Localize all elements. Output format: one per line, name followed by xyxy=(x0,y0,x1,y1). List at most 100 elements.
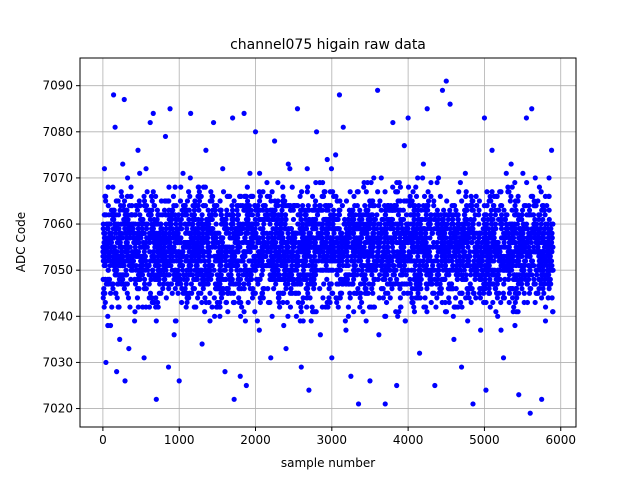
data-point-density xyxy=(256,249,262,255)
data-point-density xyxy=(202,309,208,315)
data-point-density xyxy=(517,230,523,236)
data-point-density xyxy=(323,235,330,241)
data-point-density xyxy=(102,299,108,306)
data-point xyxy=(298,364,304,370)
data-point-density xyxy=(396,309,402,315)
data-point-density xyxy=(322,189,328,195)
data-point-density xyxy=(407,276,413,282)
data-point-density xyxy=(432,212,438,218)
data-point-density xyxy=(284,253,291,259)
data-point-density xyxy=(137,244,143,250)
data-point-density xyxy=(199,299,205,306)
data-point-density xyxy=(105,267,111,273)
data-point-density xyxy=(348,253,355,259)
data-point-density xyxy=(501,230,507,236)
data-point-density xyxy=(231,198,237,204)
data-point-density xyxy=(463,193,469,199)
data-point-density xyxy=(245,212,251,218)
data-point-density xyxy=(150,226,156,232)
data-point-density xyxy=(324,221,330,227)
data-point-density xyxy=(360,226,367,232)
data-point-density xyxy=(344,249,350,255)
data-point-density xyxy=(225,193,231,199)
data-point-density xyxy=(235,244,242,250)
data-point xyxy=(147,119,153,126)
data-point-density xyxy=(546,207,552,213)
data-point-density xyxy=(118,258,124,264)
data-point-density xyxy=(387,253,393,259)
data-point-density xyxy=(342,318,348,324)
data-point-density xyxy=(321,281,327,287)
data-point-density xyxy=(151,216,157,223)
data-point-density xyxy=(407,203,413,209)
data-point-density xyxy=(480,216,486,223)
data-point-density xyxy=(488,221,495,227)
data-point-density xyxy=(296,212,302,218)
data-point-density xyxy=(151,253,157,259)
data-point-density xyxy=(395,226,401,232)
data-point-density xyxy=(428,179,434,186)
data-point-density xyxy=(214,272,220,278)
data-point-density xyxy=(202,203,209,209)
data-point-density xyxy=(164,272,170,278)
data-point-density xyxy=(287,304,294,310)
data-point-density xyxy=(468,226,474,232)
data-point-density xyxy=(490,299,496,306)
data-point-density xyxy=(456,221,462,227)
data-point-density xyxy=(281,249,287,255)
data-point-density xyxy=(123,272,129,278)
data-point-density xyxy=(259,290,266,296)
data-point-density xyxy=(535,230,541,236)
data-point-density xyxy=(433,304,439,310)
data-point-density xyxy=(339,258,345,264)
data-point-density xyxy=(507,286,513,292)
data-point-density xyxy=(493,193,499,199)
data-point xyxy=(144,189,150,195)
data-point-density xyxy=(330,239,337,246)
data-point-density xyxy=(362,286,368,292)
data-point-density xyxy=(161,235,168,241)
data-point-density xyxy=(378,207,384,213)
data-point-density xyxy=(509,230,515,236)
data-point-density xyxy=(159,212,165,218)
data-point-density xyxy=(265,299,272,306)
data-point-density xyxy=(526,207,533,213)
data-point-density xyxy=(148,193,155,199)
data-point-density xyxy=(431,203,437,209)
data-point-density xyxy=(130,235,137,241)
data-point-density xyxy=(371,221,377,227)
data-point-density xyxy=(506,244,512,250)
data-point-density xyxy=(347,189,353,195)
data-point-density xyxy=(395,253,402,259)
data-point-density xyxy=(243,249,249,255)
data-point-density xyxy=(369,286,375,292)
data-point-density xyxy=(476,207,482,213)
data-point-density xyxy=(272,249,278,255)
data-point-density xyxy=(492,267,498,273)
data-point-density xyxy=(477,262,484,269)
data-point-density xyxy=(377,272,383,278)
data-point-density xyxy=(169,290,175,296)
data-point-density xyxy=(141,193,147,199)
data-point-density xyxy=(510,235,517,241)
data-point-density xyxy=(339,203,346,209)
data-point xyxy=(180,170,186,176)
data-point-density xyxy=(521,262,527,269)
data-point-density xyxy=(541,281,547,287)
data-point-density xyxy=(132,281,139,287)
data-point-density xyxy=(401,267,408,273)
data-point-density xyxy=(124,290,130,296)
data-point-density xyxy=(376,244,382,250)
data-point-density xyxy=(217,267,223,273)
data-point-density xyxy=(536,212,542,218)
data-point-density xyxy=(242,207,249,213)
data-point-density xyxy=(545,295,551,301)
data-point-density xyxy=(300,318,306,324)
data-point-density xyxy=(463,235,469,241)
data-point-density xyxy=(455,249,461,255)
data-point-density xyxy=(425,216,432,223)
data-point-density xyxy=(121,198,128,204)
data-point-density xyxy=(186,272,193,278)
data-point-density xyxy=(143,226,150,232)
